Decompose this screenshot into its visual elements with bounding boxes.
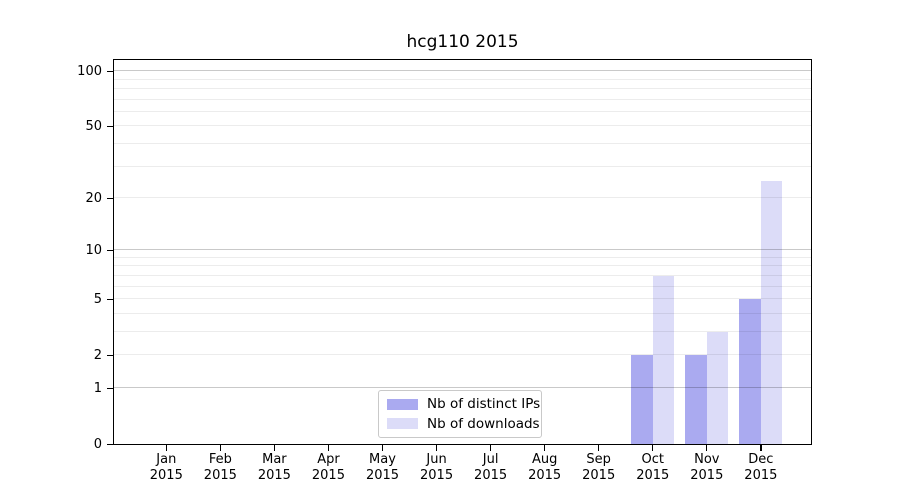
y-tick-label: 20 bbox=[85, 190, 102, 206]
legend: Nb of distinct IPs Nb of downloads bbox=[378, 390, 542, 438]
y-tick bbox=[106, 249, 113, 252]
y-tick-label: 1 bbox=[93, 380, 102, 396]
bar-downloads-dec bbox=[760, 180, 783, 444]
y-tick bbox=[106, 125, 113, 128]
y-gridline-minor bbox=[114, 298, 811, 300]
y-tick-label: 50 bbox=[85, 118, 102, 134]
y-tick bbox=[106, 298, 113, 301]
distinct-ips-swatch bbox=[387, 398, 418, 410]
x-tick-label: Dec 2015 bbox=[730, 452, 792, 483]
y-tick bbox=[106, 387, 113, 389]
bar-downloads-nov bbox=[706, 332, 729, 444]
bar-downloads-oct bbox=[652, 275, 675, 444]
x-tick-label-year: 2015 bbox=[528, 467, 562, 483]
y-gridline-minor bbox=[114, 312, 811, 314]
x-tick-label-year: 2015 bbox=[744, 467, 778, 483]
x-tick-label-year: 2015 bbox=[311, 467, 345, 483]
x-tick-label: Aug 2015 bbox=[514, 452, 576, 483]
x-tick-label: Jun 2015 bbox=[406, 452, 468, 483]
x-tick bbox=[760, 445, 762, 451]
x-tick-label: Jan 2015 bbox=[135, 452, 197, 483]
bar-distinct-ips-nov bbox=[685, 355, 707, 444]
x-tick-label-year: 2015 bbox=[636, 467, 670, 483]
y-gridline-minor bbox=[114, 285, 811, 287]
y-tick-label: 10 bbox=[85, 242, 102, 258]
y-gridline-minor bbox=[114, 110, 811, 112]
bar-distinct-ips-dec bbox=[739, 299, 761, 444]
y-tick bbox=[106, 354, 113, 357]
y-tick-label: 0 bbox=[93, 436, 102, 452]
x-tick bbox=[652, 445, 654, 451]
y-gridline-minor bbox=[114, 256, 811, 258]
chart-title: hcg110 2015 bbox=[406, 32, 519, 52]
x-tick bbox=[435, 445, 438, 451]
y-gridline-major bbox=[114, 386, 811, 388]
x-tick bbox=[381, 445, 384, 451]
y-tick bbox=[106, 443, 113, 445]
y-gridline-minor bbox=[114, 265, 811, 267]
y-tick-label: 2 bbox=[93, 347, 102, 363]
x-tick bbox=[544, 445, 546, 451]
x-tick-label: Apr 2015 bbox=[297, 452, 359, 483]
x-tick-label-year: 2015 bbox=[365, 467, 400, 483]
x-tick-label-year: 2015 bbox=[203, 467, 237, 483]
legend-label-distinct-ips: Nb of distinct IPs bbox=[427, 396, 541, 413]
x-tick bbox=[490, 445, 492, 451]
y-gridline-minor bbox=[114, 330, 811, 332]
x-tick-label-year: 2015 bbox=[582, 467, 616, 483]
x-tick bbox=[706, 445, 708, 451]
downloads-swatch bbox=[387, 418, 418, 430]
y-gridline-minor bbox=[114, 142, 811, 144]
x-tick-label-year: 2015 bbox=[474, 467, 508, 483]
y-gridline-minor bbox=[114, 354, 811, 356]
legend-label-downloads: Nb of downloads bbox=[427, 415, 540, 432]
y-gridline-minor bbox=[114, 98, 811, 100]
y-gridline-minor bbox=[114, 197, 811, 198]
x-tick-label: Mar 2015 bbox=[243, 452, 305, 483]
y-gridline-major bbox=[114, 70, 811, 72]
y-gridline-minor bbox=[114, 165, 811, 167]
y-tick bbox=[106, 197, 113, 199]
y-gridline-minor bbox=[114, 78, 811, 80]
x-tick bbox=[219, 445, 222, 451]
plot-area bbox=[113, 59, 812, 445]
bar-distinct-ips-oct bbox=[630, 355, 653, 444]
x-tick-label: Sep 2015 bbox=[568, 452, 630, 483]
legend-item-downloads: Nb of downloads bbox=[387, 416, 540, 432]
x-tick-label-year: 2015 bbox=[149, 467, 183, 483]
y-gridline-minor bbox=[114, 125, 811, 127]
x-tick-label-year: 2015 bbox=[420, 467, 454, 483]
x-tick bbox=[273, 445, 276, 451]
y-tick-label: 5 bbox=[93, 291, 102, 307]
x-tick-label-year: 2015 bbox=[257, 467, 291, 483]
x-tick-label: May 2015 bbox=[352, 452, 414, 483]
y-gridline-major bbox=[114, 249, 811, 251]
x-tick bbox=[165, 445, 167, 451]
x-tick-label-year: 2015 bbox=[690, 467, 724, 483]
x-tick bbox=[327, 445, 330, 451]
y-gridline-minor bbox=[114, 274, 811, 276]
y-tick bbox=[106, 70, 113, 72]
x-tick-label: Feb 2015 bbox=[189, 452, 251, 483]
legend-item-distinct-ips: Nb of distinct IPs bbox=[387, 396, 540, 412]
y-tick-label: 100 bbox=[77, 63, 102, 79]
x-tick-label: Nov 2015 bbox=[676, 452, 738, 483]
x-tick bbox=[598, 445, 600, 451]
x-tick-label: Jul 2015 bbox=[460, 452, 522, 483]
y-gridline-minor bbox=[114, 87, 811, 89]
x-tick-label: Oct 2015 bbox=[622, 452, 684, 483]
